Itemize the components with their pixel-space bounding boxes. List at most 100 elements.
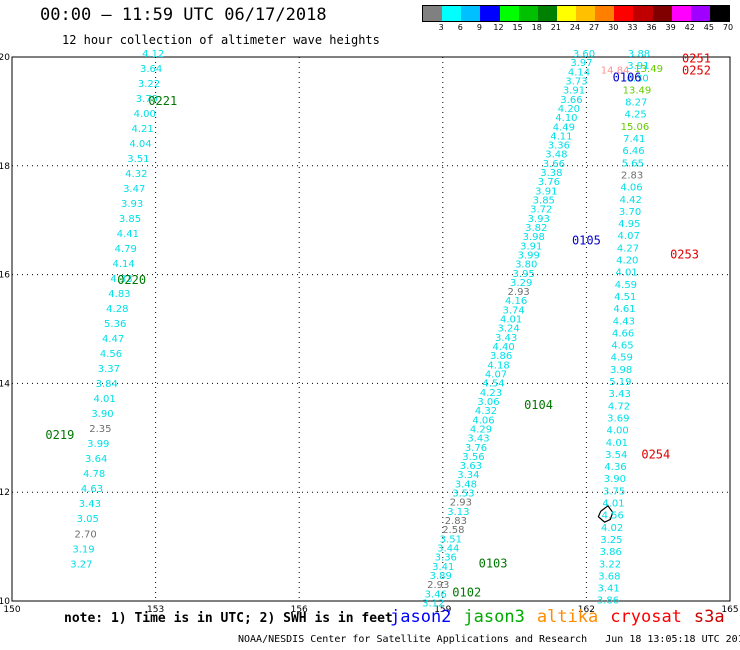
wave-height-value: 3.24 (497, 324, 519, 335)
wave-height-value: 4.06 (472, 415, 494, 426)
colorbar-label: 39 (665, 23, 676, 32)
x-tick-label: 165 (721, 605, 738, 615)
colorbar-label: 70 (722, 23, 734, 32)
wave-height-value: 4.01 (606, 438, 628, 449)
wave-height-value: 4.41 (117, 229, 139, 240)
legend-jason3: jason3 (463, 607, 525, 627)
wave-height-value: 3.38 (540, 168, 562, 179)
wave-height-value: 2.83 (621, 170, 643, 181)
wave-height-value: 3.80 (515, 260, 537, 271)
wave-height-value: 3.91 (520, 241, 542, 252)
colorbar-cell (576, 6, 596, 21)
wave-height-value: 4.40 (492, 342, 514, 353)
pass-time-label: 0104 (524, 398, 553, 412)
pass-time-label: 0103 (479, 556, 508, 570)
wave-height-value: 4.49 (553, 122, 575, 133)
wave-height-value: 3.51 (440, 534, 462, 545)
wave-height-value: 3.56 (462, 452, 484, 463)
pass-time-label: 0221 (148, 94, 177, 108)
wave-height-value: 4.32 (475, 406, 497, 417)
wave-height-value: 3.05 (77, 514, 99, 525)
wave-height-value: 3.74 (503, 305, 525, 316)
wave-height-value: 3.91 (563, 86, 585, 97)
island-coastline (597, 504, 614, 523)
wave-height-value: 4.28 (106, 304, 128, 315)
wave-height-value: 3.27 (70, 559, 92, 570)
wave-height-value: 4.18 (487, 360, 509, 371)
wave-height-value: 5.19 (609, 377, 631, 388)
wave-height-value: 4.12 (142, 49, 164, 60)
wave-height-value: 13.49 (623, 85, 652, 96)
wave-height-value: 4.02 (601, 523, 623, 534)
wave-height-value: 3.79 (136, 94, 158, 105)
wave-height-value: 4.63 (81, 484, 103, 495)
wave-height-value: 6.46 (622, 146, 644, 157)
wave-height-value: 5.36 (104, 319, 126, 330)
wave-height-value: 3.34 (457, 470, 479, 481)
pass-time-label: 0220 (117, 273, 146, 287)
x-tick-label: 150 (3, 605, 20, 615)
wave-height-value: 3.69 (607, 413, 629, 424)
colorbar-cell (690, 6, 710, 21)
wave-height-value: 3.86 (600, 547, 622, 558)
colorbar-cell (652, 6, 672, 21)
wave-height-value: 3.98 (610, 365, 632, 376)
y-tick-label: 20 (0, 53, 10, 63)
legend-cryosat: cryosat (610, 607, 682, 627)
colorbar-cell (423, 6, 443, 21)
wave-height-value: 4.61 (613, 304, 635, 315)
wave-height-value: 4.01 (602, 499, 624, 510)
wave-height-value: 3.19 (72, 544, 94, 555)
legend-jason2: jason2 (390, 607, 452, 627)
wave-height-value: 4.56 (100, 349, 122, 360)
wave-height-value: 3.75 (603, 486, 625, 497)
wave-height-value: 3.90 (91, 409, 113, 420)
wave-height-value: 3.48 (455, 479, 477, 490)
colorbar-label: 36 (646, 23, 657, 32)
wave-height-value: 3.66 (560, 95, 582, 106)
wave-height-value: 4.83 (108, 289, 130, 300)
legend-s3a: s3a (693, 607, 725, 627)
wave-height-value: 15.06 (621, 122, 650, 133)
wave-height-value: 3.06 (477, 397, 499, 408)
y-tick-label: 18 (0, 162, 10, 172)
pass-time-label: 0102 (452, 586, 481, 600)
wave-height-value: 2.93 (508, 287, 530, 298)
wave-height-value: 4.00 (606, 426, 628, 437)
colorbar-label: 21 (550, 23, 561, 32)
chart-title: 00:00 – 11:59 UTC 06/17/2018 (40, 5, 327, 25)
wave-height-value: 4.27 (617, 243, 639, 254)
wave-height-value: 3.99 (518, 250, 540, 261)
wave-height-value: 4.33 (110, 274, 132, 285)
wave-height-value: 2.83 (445, 516, 467, 527)
wave-height-value: 3.82 (525, 223, 547, 234)
wave-height-value: 3.43 (467, 434, 489, 445)
chart-header: 00:00 – 11:59 UTC 06/17/2018 12 hour col… (0, 0, 740, 50)
colorbar-label: 33 (627, 23, 638, 32)
colorbar-cell (442, 6, 462, 21)
y-tick-label: 12 (0, 488, 10, 498)
wave-height-value: 2.35 (89, 424, 111, 435)
chart-subtitle: 12 hour collection of altimeter wave hei… (62, 33, 380, 47)
colorbar-cell (480, 6, 500, 21)
wave-height-value: 4.14 (568, 67, 590, 78)
x-tick-label: 156 (291, 605, 308, 615)
wave-height-value: 3.41 (597, 584, 619, 595)
wave-height-value: 4.32 (125, 169, 147, 180)
colorbar-cell (633, 6, 653, 21)
wave-height-value: 2.93 (427, 580, 449, 591)
y-tick-label: 14 (0, 379, 10, 389)
wave-height-value: 4.95 (618, 219, 640, 230)
wave-height-value: 4.07 (485, 370, 507, 381)
wave-height-value: 3.43 (609, 389, 631, 400)
credit-line: NOAA/NESDIS Center for Satellite Applica… (238, 634, 740, 645)
wave-height-value: 3.91 (535, 186, 557, 197)
colorbar-cell (595, 6, 615, 21)
wave-height-value: 3.70 (619, 207, 641, 218)
wave-height-value: 3.72 (530, 205, 552, 216)
wave-height-value: 3.29 (510, 278, 532, 289)
wave-height-value: 3.76 (465, 443, 487, 454)
pass-time-label: 0251 (682, 51, 711, 65)
wave-height-value: 3.54 (605, 450, 627, 461)
